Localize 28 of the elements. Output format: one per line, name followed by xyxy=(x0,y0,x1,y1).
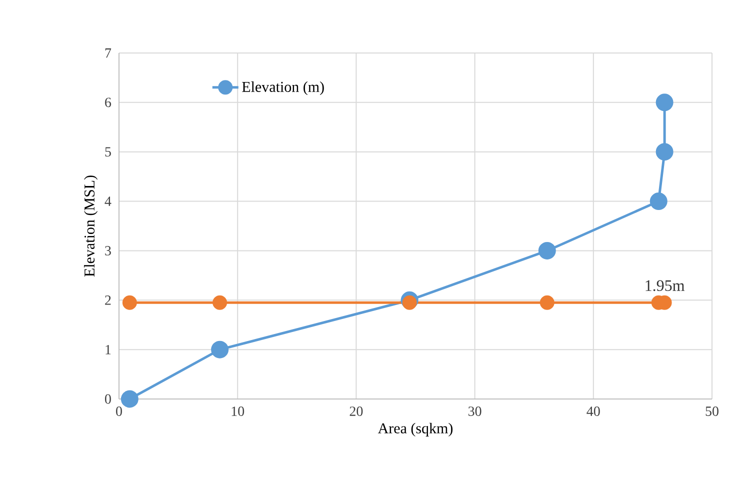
point xyxy=(656,143,674,161)
point xyxy=(212,295,228,310)
point xyxy=(540,295,554,310)
point xyxy=(211,340,229,358)
x-tick-label: 30 xyxy=(468,406,482,416)
y-tick-label: 4 xyxy=(104,196,112,206)
point xyxy=(120,390,138,408)
y-tick-label: 7 xyxy=(105,48,112,58)
x-tick-label: 50 xyxy=(706,406,718,416)
point xyxy=(650,192,668,210)
x-tick-label: 20 xyxy=(350,406,363,416)
legend-label: Elevation (m) xyxy=(242,81,324,96)
x-tick-label: 40 xyxy=(586,406,600,416)
y-axis-title: Elevation (MSL) xyxy=(84,176,98,277)
y-tick-label: 5 xyxy=(105,147,111,157)
y-tick-label: 2 xyxy=(105,296,111,305)
y-tick-label: 6 xyxy=(105,98,112,108)
x-axis-title: Area (sqkm) xyxy=(378,422,453,436)
point xyxy=(122,295,137,310)
point xyxy=(656,94,674,112)
y-tick-label: 0 xyxy=(105,394,111,404)
point xyxy=(402,295,417,310)
point xyxy=(538,242,556,260)
annotation: 1.95m xyxy=(646,280,685,292)
y-tick-label: 1 xyxy=(106,344,111,354)
x-tick-label: 0 xyxy=(116,406,122,416)
x-tick-label: 10 xyxy=(232,406,244,416)
y-tick-label: 3 xyxy=(105,246,111,256)
